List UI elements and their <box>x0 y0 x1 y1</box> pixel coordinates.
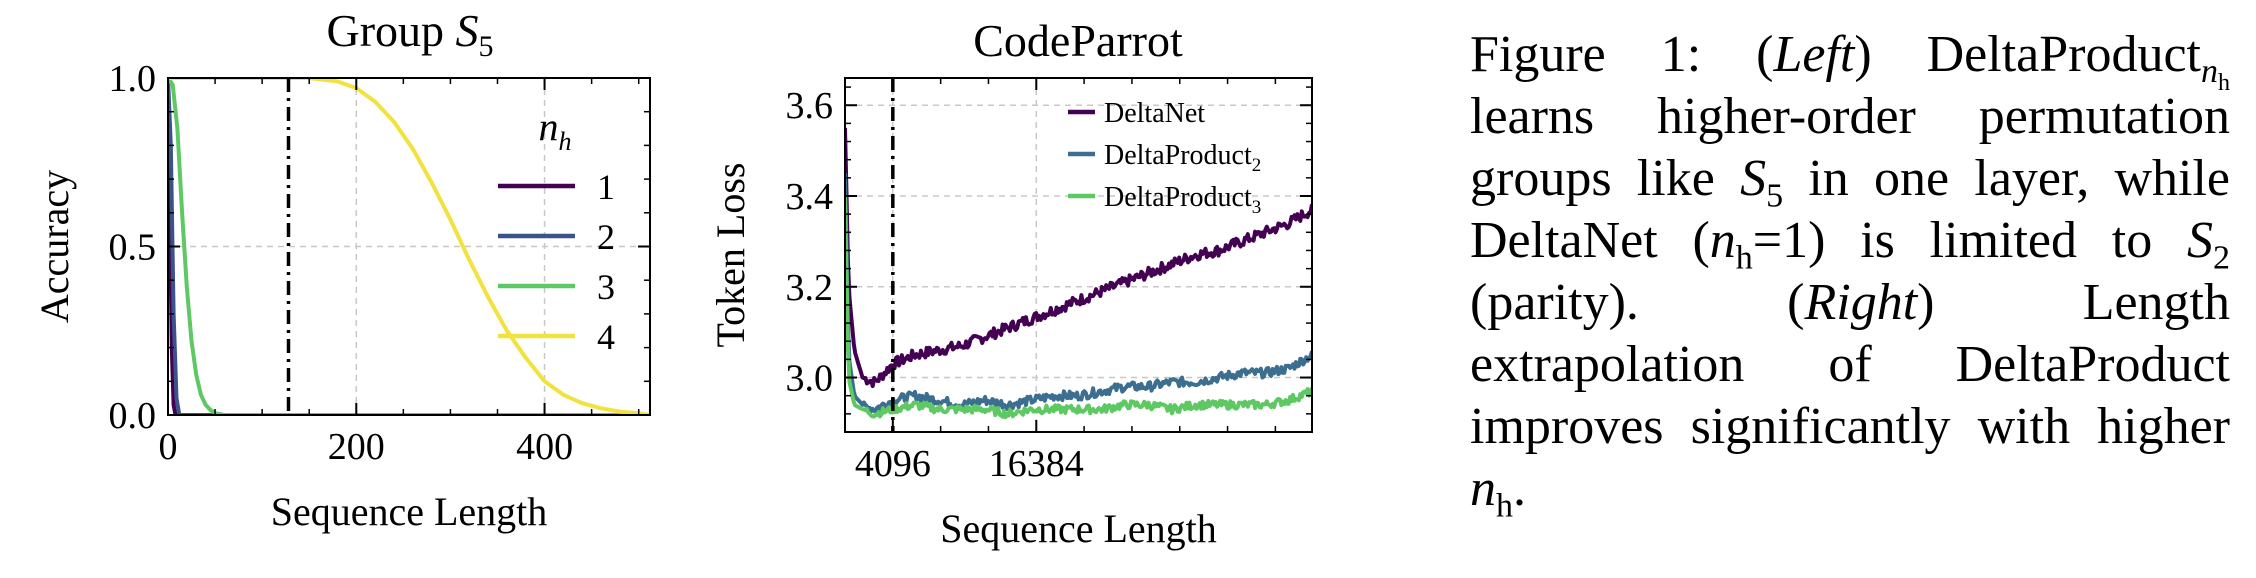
caption-nh: n <box>1709 212 1736 269</box>
y-tick-label: 1.0 <box>109 58 157 100</box>
chart-title: CodeParrot <box>973 15 1183 66</box>
series-line-2 <box>845 195 1312 420</box>
caption-end: . <box>1513 460 1526 517</box>
legend-label: DeltaProduct3 <box>1104 182 1261 218</box>
caption-end-sub: h <box>1496 487 1513 525</box>
legend-label: 3 <box>597 267 615 307</box>
caption-prefix: Figure 1: <box>1470 26 1702 83</box>
x-tick-label: 0 <box>159 426 178 468</box>
x-tick-label: 200 <box>328 426 385 468</box>
axes-frame <box>844 77 1313 433</box>
caption-left: Left <box>1773 26 1855 83</box>
y-tick-label: 3.4 <box>786 176 834 218</box>
y-axis-label: Accuracy <box>32 170 77 323</box>
chart-group-s5: 0 200 400 0.0 0.5 1.0 Sequence Length Accuracy G… <box>32 5 651 534</box>
caption-text4: (parity). <box>1470 274 1639 331</box>
caption-text3: =1) is limited to <box>1752 212 2153 269</box>
chart-codeparrot: 4096 16384 3.0 3.2 3.4 3.6 Sequence Length Toke… <box>708 15 1313 551</box>
caption-model: DeltaProduct <box>1926 26 2201 83</box>
caption-end-var: n <box>1470 460 1496 517</box>
legend-title: nh <box>539 104 572 156</box>
caption-nh-sub: h <box>1735 239 1753 277</box>
x-axis-label: Sequence Length <box>940 506 1217 551</box>
y-axis-label: Token Loss <box>708 163 753 348</box>
caption-s2-sub: 2 <box>2213 239 2231 277</box>
series-line-1 <box>845 173 1312 414</box>
y-tick-label: 3.0 <box>786 358 834 400</box>
legend-label: 4 <box>597 317 615 357</box>
x-axis-label: Sequence Length <box>271 489 548 534</box>
legend-label: 2 <box>597 217 615 257</box>
caption-model-sub: nh <box>2200 53 2230 97</box>
caption-text2: in one layer, while DeltaNet ( <box>1470 150 2231 269</box>
legend-label: 1 <box>597 167 615 207</box>
y-tick-label: 3.6 <box>786 85 834 127</box>
x-tick-label: 16384 <box>989 443 1084 485</box>
caption-s2: S <box>2187 212 2214 269</box>
caption-right: Right <box>1804 274 1918 331</box>
x-tick-label: 4096 <box>855 443 931 485</box>
y-tick-label: 0.5 <box>109 227 157 269</box>
figure-caption: Figure 1: (Left) DeltaProductnh learns h… <box>1470 26 2231 525</box>
caption-s5-sub: 5 <box>1766 177 1784 215</box>
y-tick-label: 3.2 <box>786 267 834 309</box>
caption-text1: learns higher-order permutation groups l… <box>1470 88 2230 207</box>
x-tick-label: 400 <box>516 426 573 468</box>
series-line-0 <box>845 127 1312 389</box>
series-line-1 <box>168 78 650 415</box>
caption-text5: Length extrapolation of DeltaProduct imp… <box>1470 274 2230 455</box>
series-line-3 <box>168 78 650 415</box>
y-tick-label: 0.0 <box>109 395 157 437</box>
legend-label: DeltaNet <box>1104 98 1205 129</box>
chart-title: Group S5 <box>326 5 493 63</box>
legend-label: DeltaProduct2 <box>1104 140 1261 176</box>
caption-s5: S <box>1740 150 1767 207</box>
